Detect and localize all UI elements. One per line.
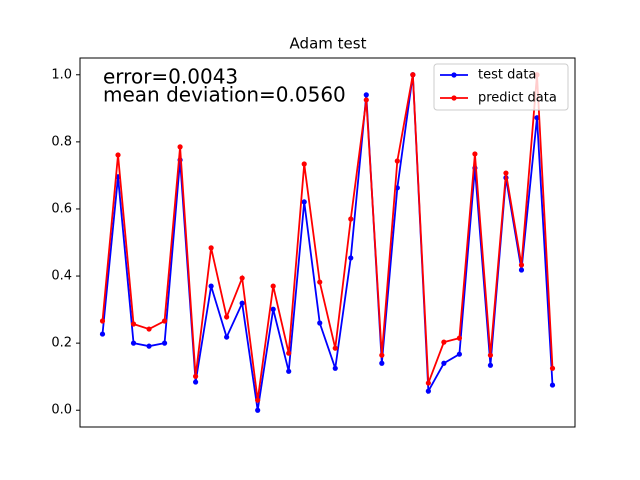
point (286, 368, 292, 374)
point (487, 352, 494, 358)
point (193, 379, 199, 385)
point (425, 388, 431, 394)
annotation: mean deviation=0.0560 (103, 83, 346, 107)
point (363, 92, 369, 98)
point (130, 321, 137, 327)
point (518, 267, 525, 273)
legend-label: predict data (478, 91, 557, 106)
point (472, 151, 478, 157)
point (208, 283, 214, 289)
point (394, 158, 400, 164)
legend-label: test data (478, 68, 536, 83)
point (503, 170, 509, 176)
point (379, 360, 385, 366)
point (348, 216, 354, 222)
point (99, 318, 106, 324)
point (115, 152, 121, 158)
point (425, 380, 431, 386)
point (239, 275, 245, 281)
chart-title: Adam test (290, 35, 367, 53)
point (332, 365, 338, 371)
point (224, 334, 230, 340)
y-tick-label: 0.6 (51, 201, 72, 216)
point (518, 262, 525, 268)
y-tick-label: 0.2 (51, 336, 72, 351)
point (363, 97, 369, 103)
point (456, 351, 462, 357)
point (410, 72, 416, 78)
point (146, 326, 152, 332)
annotation: error=0.0043 (103, 65, 238, 89)
point (332, 345, 338, 351)
y-tick-label: 0.4 (51, 269, 72, 284)
point (255, 397, 261, 403)
point (301, 199, 307, 205)
point (239, 300, 245, 306)
point (146, 343, 152, 349)
point (99, 331, 106, 337)
point (224, 314, 230, 320)
point (193, 373, 199, 379)
point (317, 279, 323, 285)
point (301, 161, 307, 167)
point (379, 352, 385, 358)
y-tick-label: 0.0 (51, 403, 72, 418)
legend-marker (451, 72, 457, 78)
point (270, 306, 276, 312)
y-tick-label: 0.8 (51, 134, 72, 149)
point (549, 382, 556, 388)
point (270, 283, 276, 289)
point (456, 335, 462, 341)
point (549, 365, 556, 371)
point (130, 340, 137, 346)
point (441, 360, 447, 366)
legend-marker (451, 95, 457, 101)
point (255, 407, 261, 413)
point (161, 340, 168, 346)
point (348, 255, 354, 261)
plot-frame (79, 57, 576, 428)
y-tick-label: 1.0 (51, 67, 72, 82)
series-line (101, 74, 554, 411)
point (441, 339, 447, 345)
point (161, 318, 168, 324)
point (177, 144, 183, 150)
point (487, 362, 494, 368)
point (317, 320, 323, 326)
point (208, 245, 214, 251)
point (286, 350, 292, 356)
series-line (101, 74, 554, 401)
